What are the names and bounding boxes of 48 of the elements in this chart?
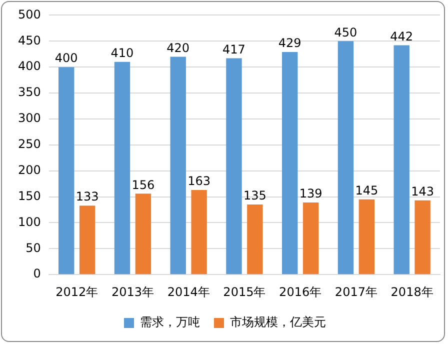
bar [394,45,410,274]
data-label: 450 [334,25,358,40]
bar [226,58,242,274]
data-label: 417 [222,42,246,56]
x-tick-label: 2018年 [390,284,434,299]
y-tick-label: 50 [26,240,41,255]
data-label: 156 [132,178,155,192]
y-tick-label: 150 [18,188,41,203]
data-label: 143 [411,184,434,199]
data-label: 420 [166,40,190,55]
bar [79,206,96,274]
bar [135,194,152,274]
bar [170,56,186,274]
data-label: 139 [299,186,322,201]
y-tick-label: 0 [33,266,41,281]
bar [58,67,74,274]
x-tick-label: 2013年 [111,284,154,299]
x-tick-label: 2014年 [167,284,210,299]
x-tick-label: 2015年 [223,284,266,299]
y-tick-label: 500 [18,7,41,22]
y-tick-label: 200 [18,162,41,177]
data-label: 145 [355,184,378,198]
y-tick-label: 300 [18,111,41,126]
y-tick-label: 250 [18,137,41,152]
x-tick-label: 2012年 [56,284,98,299]
legend-label: 需求，万吨 [140,315,200,330]
data-label: 400 [54,51,78,66]
bar [302,202,319,274]
y-tick-label: 400 [18,59,41,74]
data-label: 163 [188,174,211,188]
x-tick-label: 2017年 [334,284,378,299]
y-tick-label: 350 [18,85,41,100]
data-label: 133 [76,190,99,204]
legend-label: 市场规模，亿美元 [230,315,326,330]
bar [191,190,207,274]
data-label: 410 [110,46,134,60]
data-label: 429 [278,36,302,50]
bar [338,41,354,274]
bar [282,52,298,274]
bar [247,204,263,274]
data-label: 442 [390,29,414,44]
y-tick-label: 100 [18,214,41,229]
x-tick-label: 2016年 [279,284,322,299]
bar [414,200,430,274]
bar [358,199,375,274]
bar [114,62,130,274]
y-tick-label: 450 [18,33,41,48]
data-label: 135 [243,188,266,203]
